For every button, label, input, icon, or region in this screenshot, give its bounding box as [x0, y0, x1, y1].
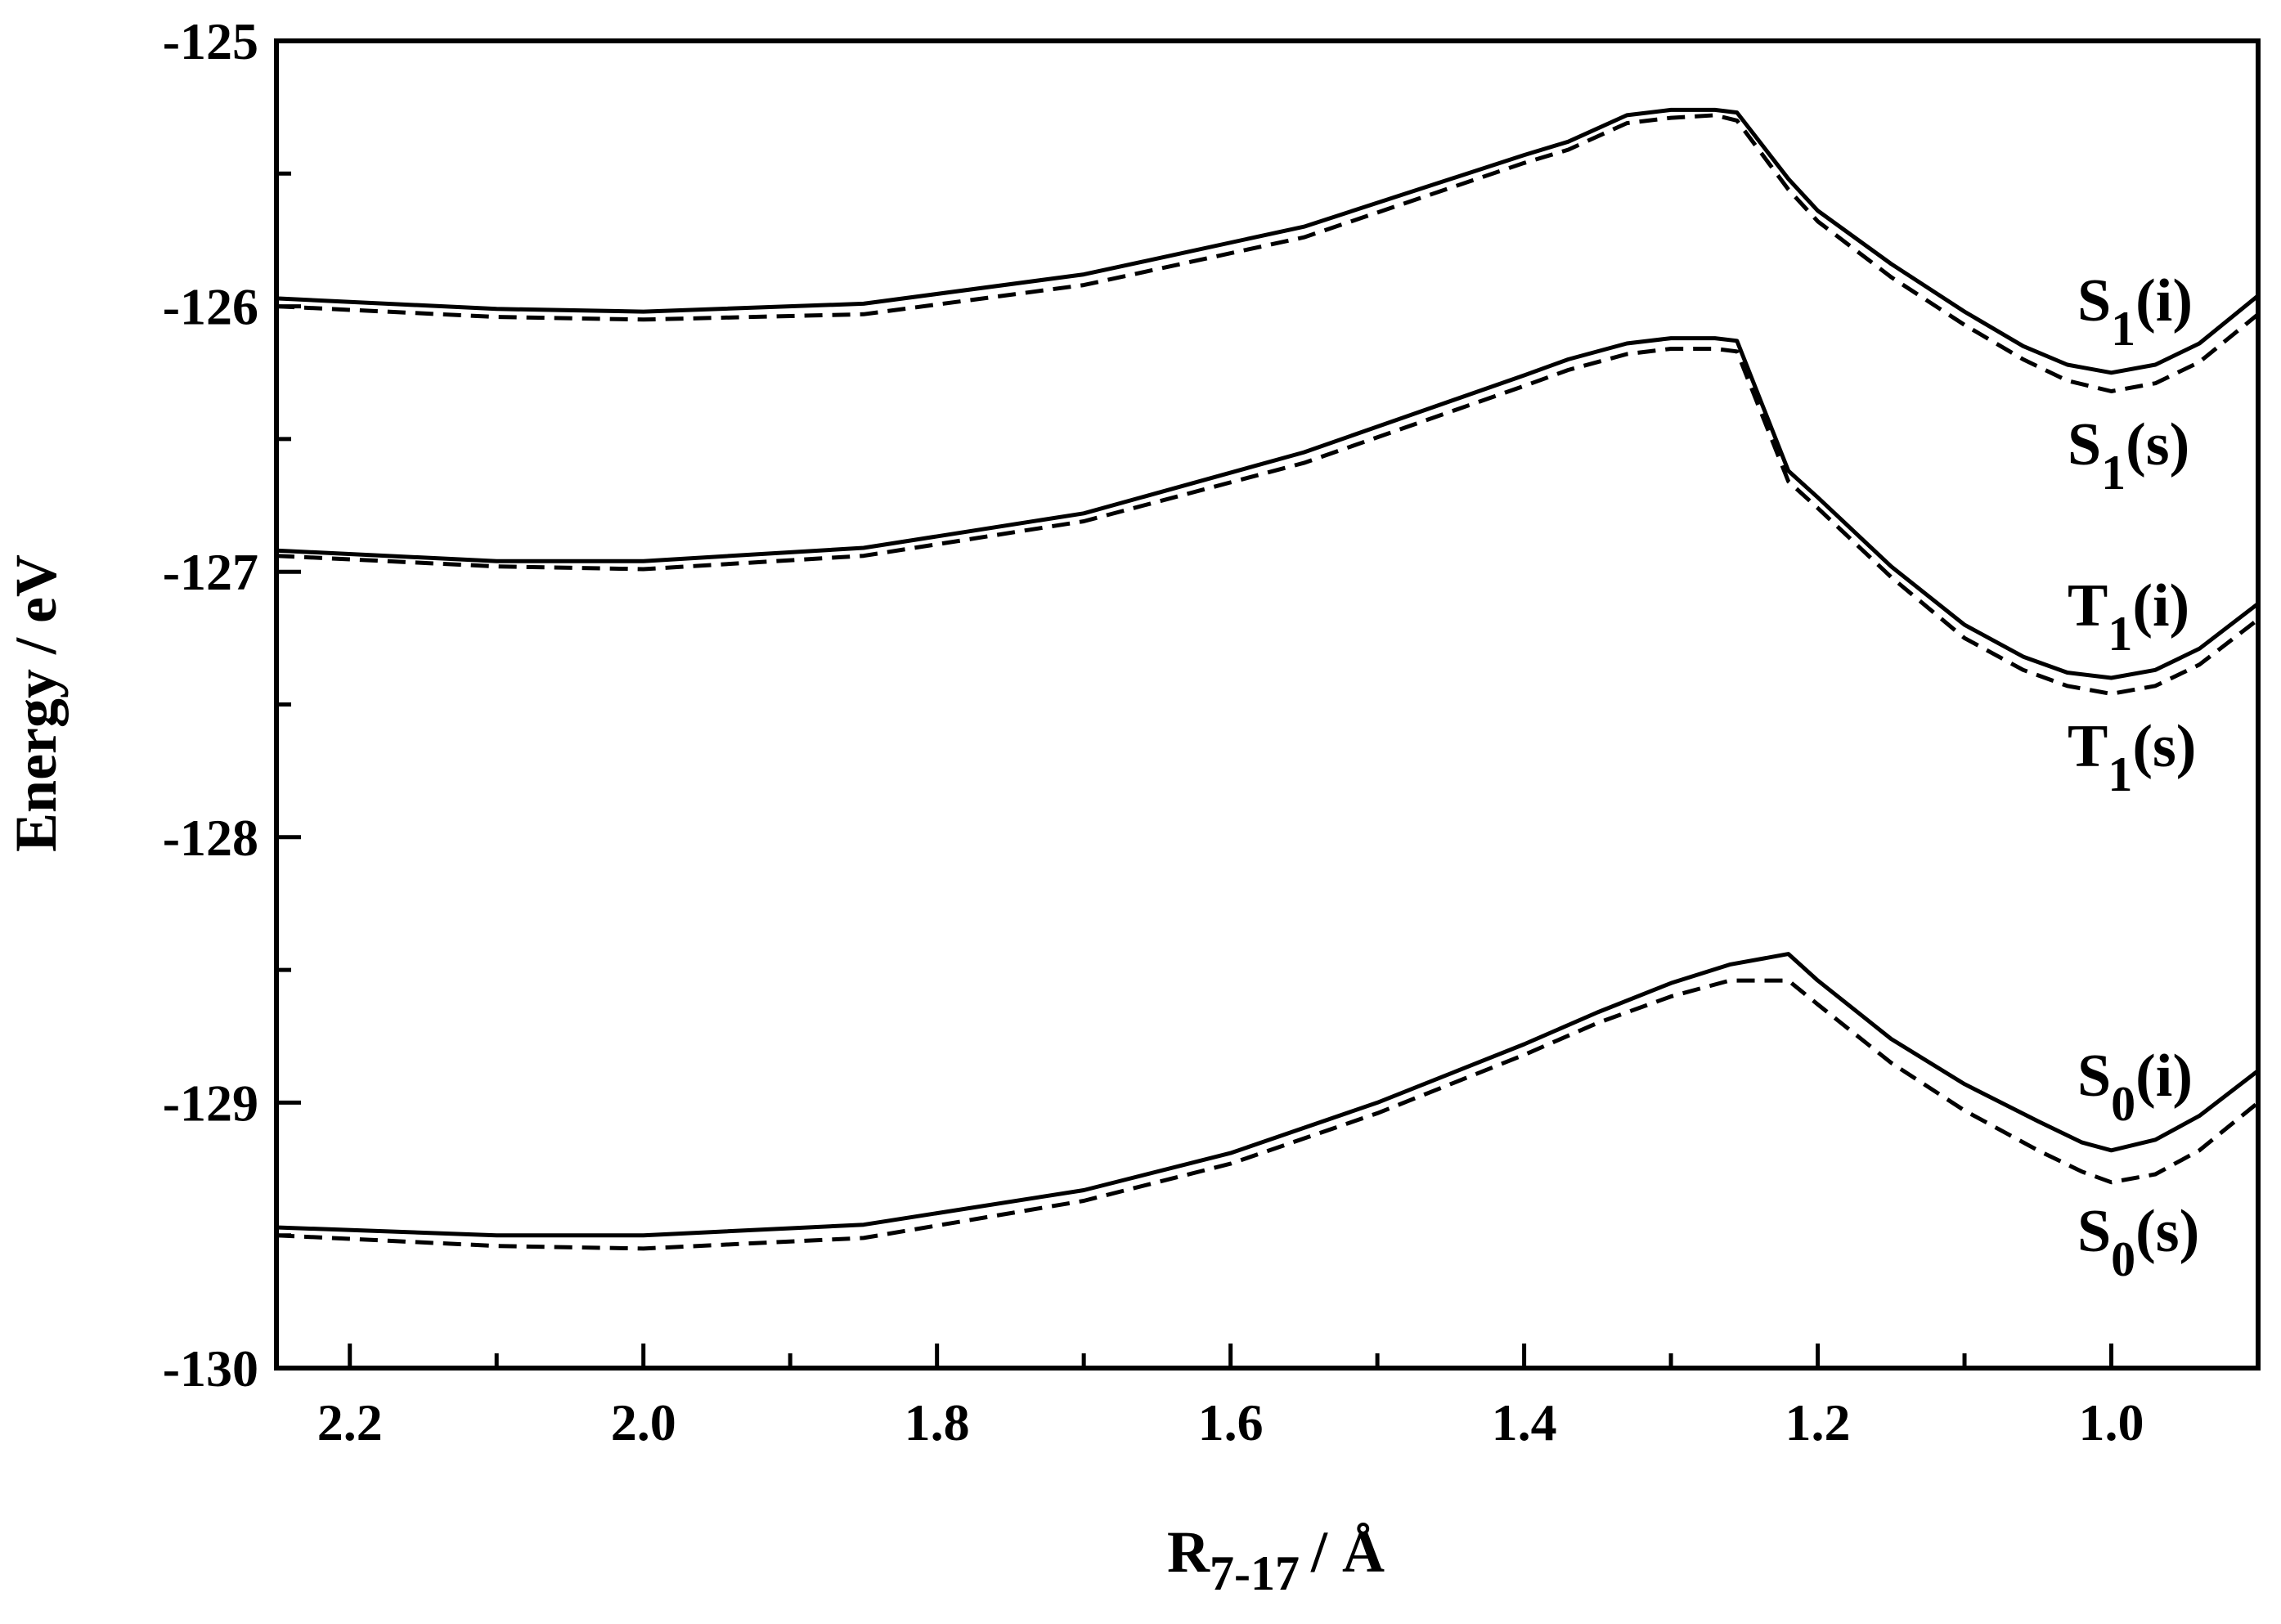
x-axis-title-unit: / Å — [1310, 1519, 1385, 1585]
x-tick-label: 1.6 — [1198, 1393, 1264, 1451]
axis-ticks — [276, 38, 2261, 1371]
series-label-s0s: S0(s) — [2077, 1198, 2199, 1286]
y-tick-label: -130 — [163, 1339, 258, 1397]
series-label-s1s: S1(s) — [2068, 411, 2189, 500]
series-line-s0s — [276, 978, 2260, 1251]
x-tick-label: 1.8 — [905, 1393, 970, 1451]
y-tick-label: -128 — [163, 809, 258, 867]
series-line-s1i — [276, 107, 2260, 375]
y-tick-label: -125 — [163, 12, 258, 70]
x-tick-label: 2.0 — [611, 1393, 676, 1451]
series-label-s0i: S0(i) — [2077, 1043, 2193, 1131]
x-axis-title-sub: 7-17 — [1210, 1546, 1300, 1600]
series-line-s1s — [276, 113, 2260, 393]
x-tick-label: 1.4 — [1492, 1393, 1557, 1451]
series-line-s0i — [276, 952, 2260, 1238]
y-axis-title: Energy / eV — [3, 554, 69, 852]
series-line-t1i — [276, 336, 2260, 680]
series-label-s1i: S1(i) — [2077, 267, 2193, 356]
x-tick-label: 1.0 — [2079, 1393, 2144, 1451]
tick-labels: -125 -126 -127 -128 -129 -130 2.2 2.0 1.8 1.6 1.4 1… — [163, 12, 2144, 1451]
plot-frame — [274, 38, 2261, 1371]
x-axis-title-main: R — [1167, 1519, 1210, 1585]
series-line-t1s — [276, 347, 2260, 696]
y-tick-label: -126 — [163, 278, 258, 336]
series-lines — [276, 107, 2260, 1251]
series-label-t1i: T1(i) — [2068, 572, 2189, 661]
x-tick-label: 2.2 — [317, 1393, 383, 1451]
y-tick-label: -129 — [163, 1074, 258, 1132]
x-axis-title: R7-17/ Å — [1167, 1519, 1385, 1600]
x-tick-label: 1.2 — [1785, 1393, 1851, 1451]
series-label-t1s: T1(s) — [2068, 713, 2196, 801]
y-tick-label: -127 — [163, 543, 258, 601]
series-labels: S1(i) S1(s) T1(i) T1(s) S0(i) S0(s) — [2068, 267, 2199, 1286]
